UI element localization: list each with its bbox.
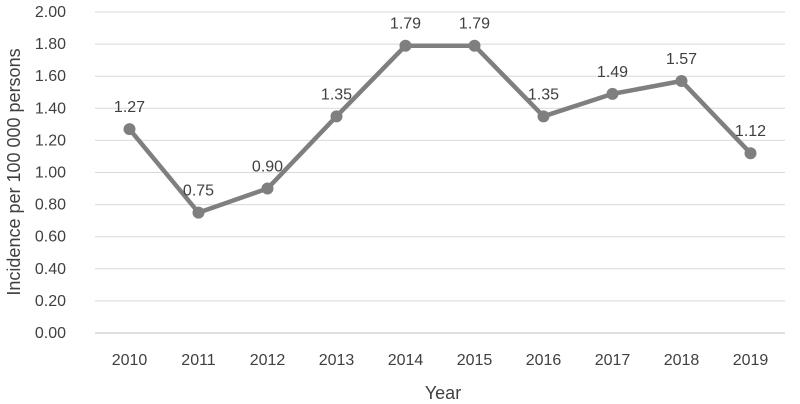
x-tick-label: 2010 [112,352,148,369]
y-tick-label: 0.40 [35,261,66,278]
y-tick-label: 1.80 [35,36,66,53]
x-tick-label: 2013 [319,352,355,369]
x-tick-label: 2011 [181,352,216,369]
data-label: 1.12 [735,123,766,140]
y-axis-ticks: 0.00 0.20 0.40 0.60 0.80 1.00 1.20 1.40 1.60 1.80… [35,4,66,342]
data-label: 1.79 [459,16,490,33]
y-tick-label: 0.00 [35,325,66,342]
y-tick-label: 1.20 [35,132,66,149]
data-label: 1.49 [597,64,628,81]
series-line [127,43,753,215]
data-label: 0.90 [252,159,283,176]
data-point [537,110,550,123]
y-tick-label: 0.80 [35,197,66,214]
data-label: 1.57 [666,51,697,68]
gridlines [95,11,785,334]
data-point [261,182,274,195]
data-point [123,123,136,136]
data-point [744,147,757,160]
y-tick-label: 2.00 [35,4,66,21]
y-tick-label: 0.20 [35,293,66,310]
x-tick-label: 2014 [388,352,424,369]
data-point [606,87,619,100]
data-label: 1.79 [390,16,421,33]
data-point [675,75,688,88]
x-axis-ticks: 2010 2011 2012 2013 2014 2015 2016 2017 2018 2019 [112,352,769,369]
y-tick-label: 1.00 [35,165,66,182]
x-tick-label: 2012 [250,352,286,369]
y-tick-label: 0.60 [35,229,66,246]
data-point [399,39,412,52]
data-labels: 1.27 0.75 0.90 1.35 1.79 1.79 1.35 1.49 1.57 1.12 [114,16,766,200]
data-label: 0.75 [183,183,214,200]
x-axis-title: Year [425,383,461,403]
data-label: 1.27 [114,99,145,116]
x-tick-label: 2017 [595,352,631,369]
x-tick-label: 2016 [526,352,562,369]
y-tick-label: 1.40 [35,100,66,117]
x-tick-label: 2019 [733,352,769,369]
x-tick-label: 2015 [457,352,493,369]
data-point [192,206,205,219]
series-group [123,39,757,219]
data-label: 1.35 [321,86,352,103]
data-point [468,39,481,52]
y-tick-label: 1.60 [35,68,66,85]
data-point [330,110,343,123]
data-label: 1.35 [528,86,559,103]
x-tick-label: 2018 [664,352,700,369]
y-axis-title: Incidence per 100 000 persons [4,48,24,295]
